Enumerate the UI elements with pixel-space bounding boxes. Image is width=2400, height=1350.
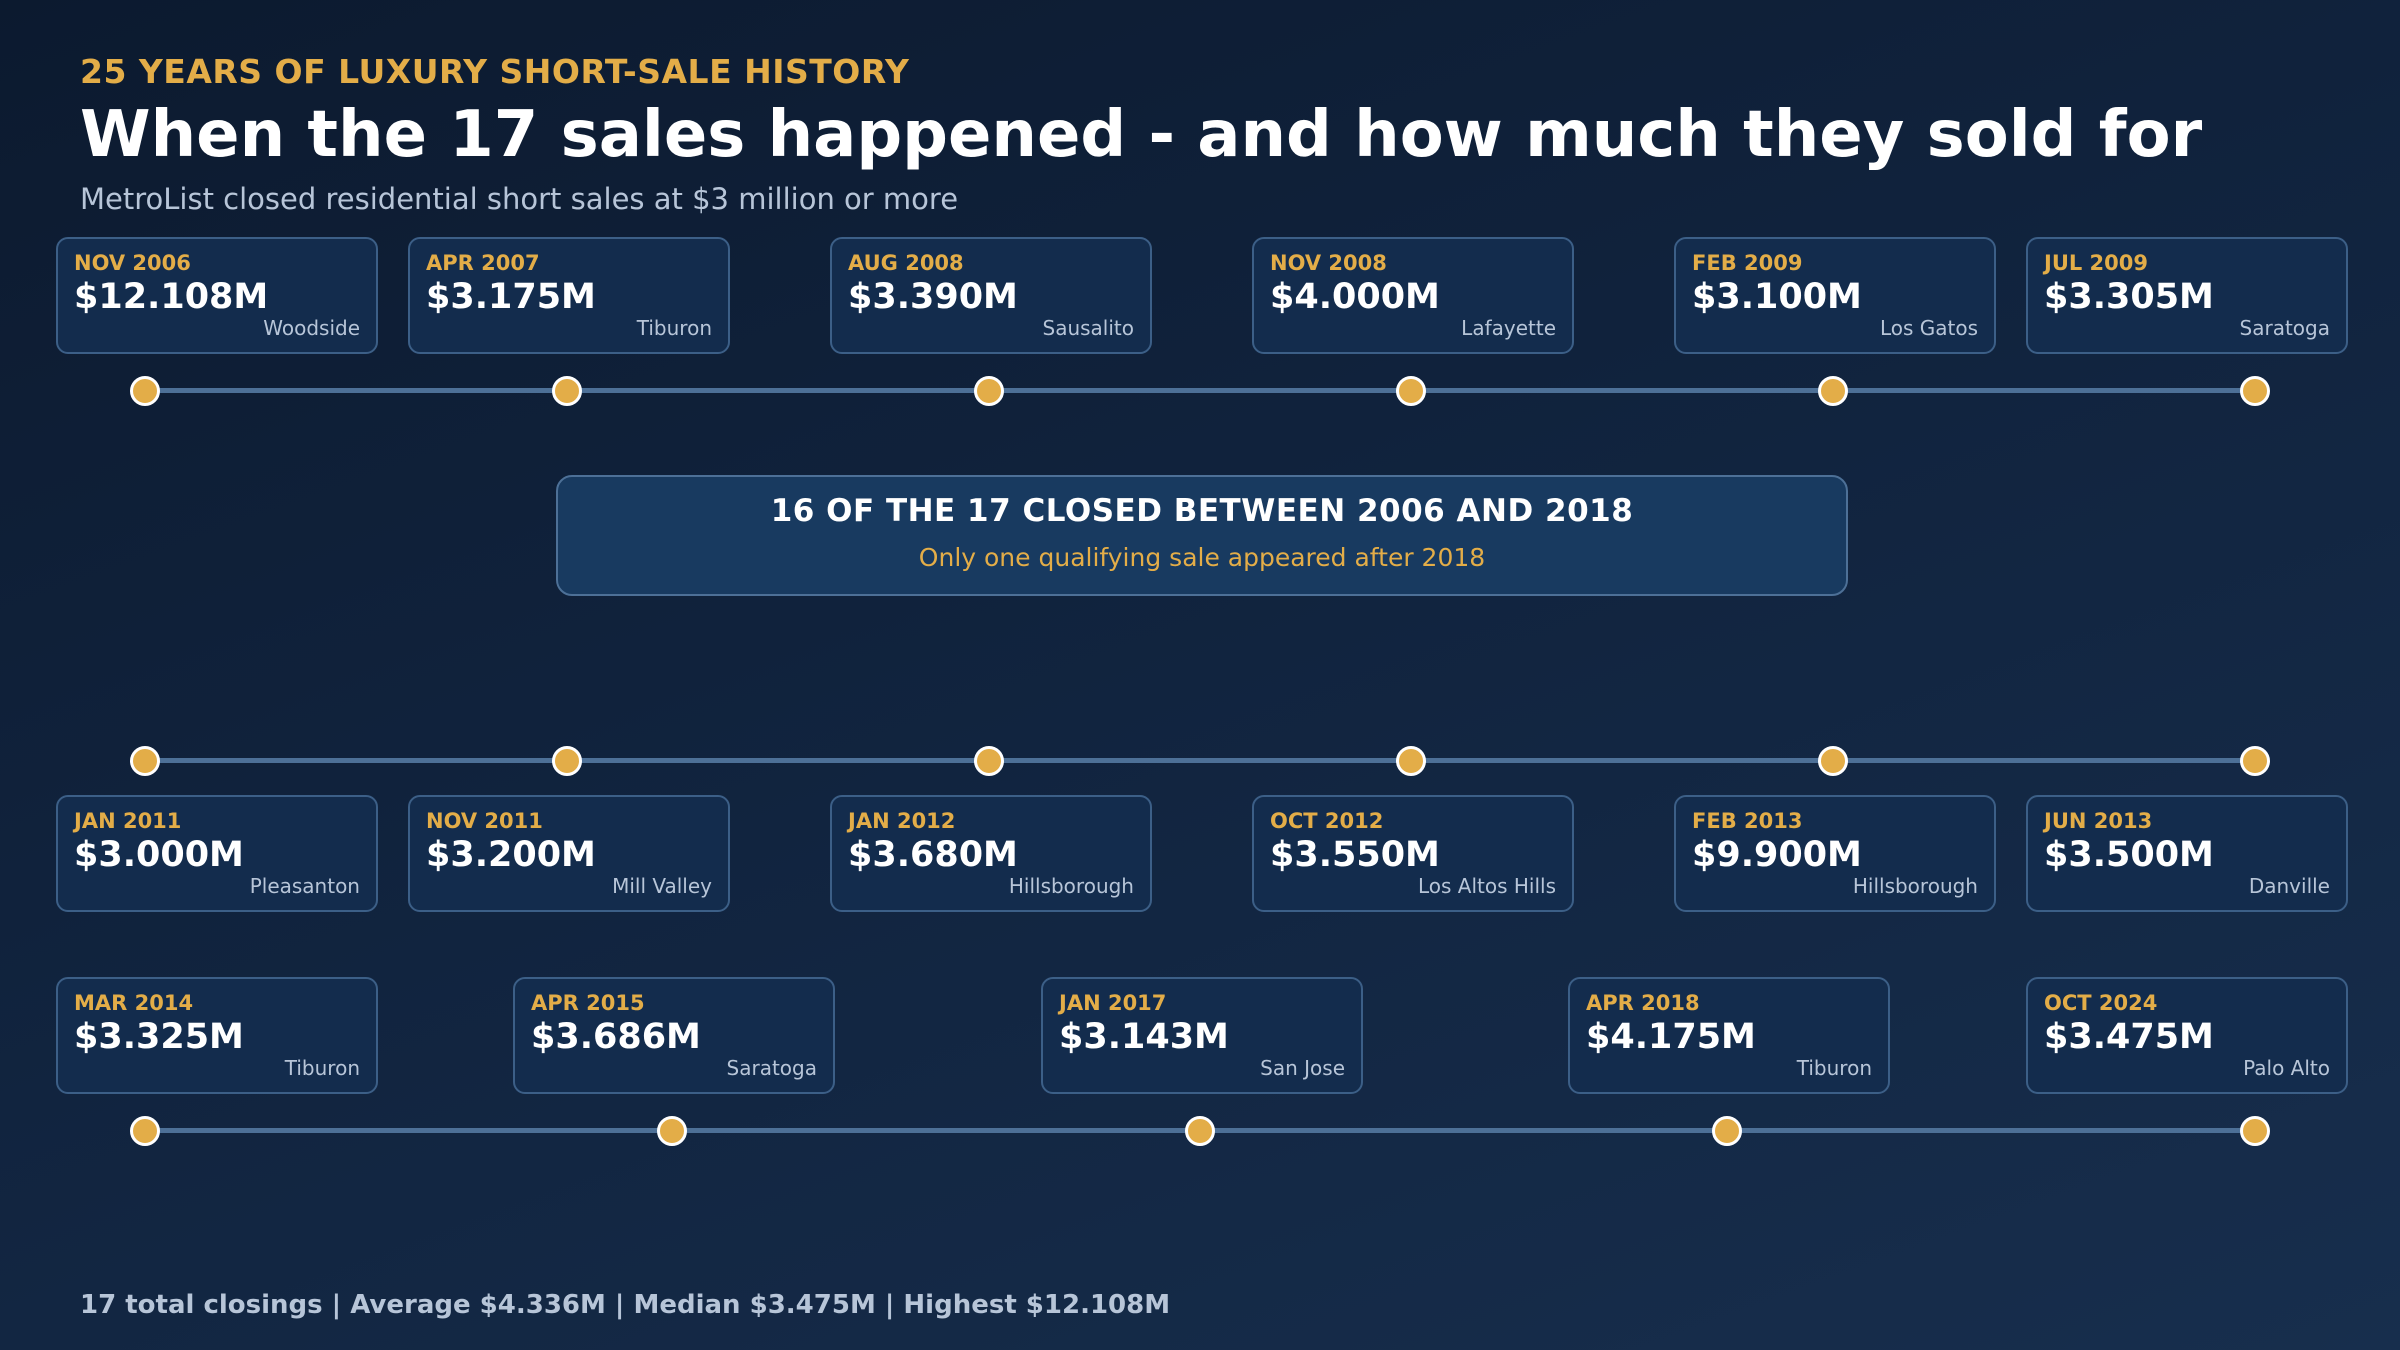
- sale-date: FEB 2009: [1692, 251, 1803, 275]
- sale-date: NOV 2006: [74, 251, 191, 275]
- sale-price: $3.680M: [848, 835, 1018, 875]
- sale-city: Sausalito: [1042, 316, 1135, 340]
- timeline-dot: [130, 376, 160, 406]
- timeline-dot: [974, 376, 1004, 406]
- sale-city: Hillsborough: [1852, 874, 1978, 898]
- sale-price: $4.000M: [1270, 277, 1440, 317]
- page-subtitle: MetroList closed residential short sales…: [80, 182, 959, 216]
- sale-price: $3.475M: [2044, 1017, 2214, 1057]
- sale-card: FEB 2013 $9.900M Hillsborough: [1674, 795, 1996, 912]
- eyebrow-label: 25 YEARS OF LUXURY SHORT-SALE HISTORY: [80, 52, 910, 91]
- sale-city: San Jose: [1260, 1056, 1345, 1080]
- sale-card: NOV 2008 $4.000M Lafayette: [1252, 237, 1574, 354]
- timeline-dot: [552, 746, 582, 776]
- callout-title: 16 OF THE 17 CLOSED BETWEEN 2006 AND 201…: [770, 493, 1634, 529]
- sale-card: JUL 2009 $3.305M Saratoga: [2026, 237, 2348, 354]
- timeline-dot: [1818, 746, 1848, 776]
- sale-city: Palo Alto: [2243, 1056, 2330, 1080]
- sale-price: $12.108M: [74, 277, 269, 317]
- sale-date: OCT 2024: [2044, 991, 2158, 1015]
- callout-box: 16 OF THE 17 CLOSED BETWEEN 2006 AND 201…: [556, 475, 1848, 596]
- timeline-dot: [1396, 746, 1426, 776]
- timeline-dot: [1185, 1116, 1215, 1146]
- sale-price: $3.200M: [426, 835, 596, 875]
- sale-city: Danville: [2248, 874, 2330, 898]
- sale-date: NOV 2008: [1270, 251, 1387, 275]
- sale-date: APR 2007: [426, 251, 540, 275]
- sale-card: JAN 2017 $3.143M San Jose: [1041, 977, 1363, 1094]
- summary-footer: 17 total closings | Average $4.336M | Me…: [80, 1290, 1171, 1320]
- sale-city: Tiburon: [1796, 1056, 1872, 1080]
- sale-date: JAN 2017: [1059, 991, 1167, 1015]
- sale-price: $3.305M: [2044, 277, 2214, 317]
- sale-city: Saratoga: [2239, 316, 2330, 340]
- timeline-dot: [974, 746, 1004, 776]
- sale-city: Lafayette: [1461, 316, 1556, 340]
- sale-price: $3.000M: [74, 835, 244, 875]
- sale-card: OCT 2024 $3.475M Palo Alto: [2026, 977, 2348, 1094]
- sale-card: APR 2018 $4.175M Tiburon: [1568, 977, 1890, 1094]
- sale-date: JAN 2011: [74, 809, 182, 833]
- sale-price: $3.390M: [848, 277, 1018, 317]
- sale-price: $3.175M: [426, 277, 596, 317]
- sale-date: OCT 2012: [1270, 809, 1384, 833]
- sale-date: JUL 2009: [2044, 251, 2149, 275]
- timeline-dot: [130, 1116, 160, 1146]
- sale-price: $3.500M: [2044, 835, 2214, 875]
- sale-card: JUN 2013 $3.500M Danville: [2026, 795, 2348, 912]
- sale-price: $3.686M: [531, 1017, 701, 1057]
- sale-date: JAN 2012: [848, 809, 956, 833]
- sale-date: NOV 2011: [426, 809, 543, 833]
- sale-card: APR 2007 $3.175M Tiburon: [408, 237, 730, 354]
- sale-city: Woodside: [263, 316, 360, 340]
- sale-city: Tiburon: [284, 1056, 360, 1080]
- sale-price: $4.175M: [1586, 1017, 1756, 1057]
- sale-price: $3.550M: [1270, 835, 1440, 875]
- sale-city: Tiburon: [636, 316, 712, 340]
- sale-city: Los Altos Hills: [1417, 874, 1556, 898]
- sale-card: JAN 2011 $3.000M Pleasanton: [56, 795, 378, 912]
- sale-card: AUG 2008 $3.390M Sausalito: [830, 237, 1152, 354]
- sale-city: Pleasanton: [249, 874, 360, 898]
- sale-card: MAR 2014 $3.325M Tiburon: [56, 977, 378, 1094]
- sale-date: FEB 2013: [1692, 809, 1803, 833]
- sale-card: NOV 2011 $3.200M Mill Valley: [408, 795, 730, 912]
- sale-card: NOV 2006 $12.108M Woodside: [56, 237, 378, 354]
- sale-city: Hillsborough: [1008, 874, 1134, 898]
- timeline-dot: [1396, 376, 1426, 406]
- sale-date: MAR 2014: [74, 991, 194, 1015]
- sale-date: APR 2018: [1586, 991, 1700, 1015]
- timeline-dot: [552, 376, 582, 406]
- timeline-dot: [2240, 376, 2270, 406]
- sale-date: JUN 2013: [2044, 809, 2153, 833]
- sale-price: $9.900M: [1692, 835, 1862, 875]
- sale-city: Mill Valley: [612, 874, 712, 898]
- sale-card: APR 2015 $3.686M Saratoga: [513, 977, 835, 1094]
- sale-city: Los Gatos: [1879, 316, 1978, 340]
- sale-card: OCT 2012 $3.550M Los Altos Hills: [1252, 795, 1574, 912]
- timeline-dot: [657, 1116, 687, 1146]
- sale-card: JAN 2012 $3.680M Hillsborough: [830, 795, 1152, 912]
- sale-date: APR 2015: [531, 991, 645, 1015]
- timeline-dot: [2240, 1116, 2270, 1146]
- timeline-dot: [1712, 1116, 1742, 1146]
- sale-price: $3.325M: [74, 1017, 244, 1057]
- sale-price: $3.100M: [1692, 277, 1862, 317]
- timeline-row-1-line: [145, 388, 2255, 393]
- timeline-dot: [130, 746, 160, 776]
- callout-subtitle: Only one qualifying sale appeared after …: [918, 543, 1486, 572]
- timeline-row-2-line: [145, 758, 2255, 763]
- timeline-dot: [1818, 376, 1848, 406]
- page-title: When the 17 sales happened - and how muc…: [80, 98, 2203, 172]
- sale-price: $3.143M: [1059, 1017, 1229, 1057]
- sale-city: Saratoga: [726, 1056, 817, 1080]
- sale-card: FEB 2009 $3.100M Los Gatos: [1674, 237, 1996, 354]
- sale-date: AUG 2008: [848, 251, 964, 275]
- timeline-dot: [2240, 746, 2270, 776]
